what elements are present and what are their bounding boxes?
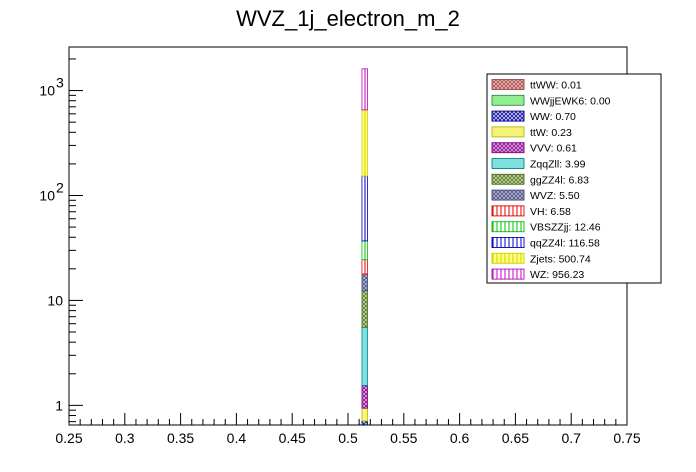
x-tick-label: 0.75	[613, 430, 640, 446]
legend-swatch-ww	[491, 110, 525, 122]
chart-title: WVZ_1j_electron_m_2	[236, 6, 460, 31]
y-tick-exponent: 2	[56, 179, 64, 195]
legend-entry-vh: VH: 6.58	[530, 206, 571, 218]
legend-swatch-wwjjewk6	[491, 94, 525, 106]
legend: ttWW: 0.01 WWjjEWK6: 0.00 WW: 0.70 ttW: 0.2…	[486, 73, 662, 284]
legend-swatch-vbszzjj	[491, 221, 525, 233]
bar-segment-vvv	[361, 384, 368, 409]
legend-swatch-wz	[491, 268, 525, 280]
bar-segment-vbszzjj	[361, 240, 368, 261]
stack-bars	[361, 68, 368, 426]
legend-entry-zqqzll: ZqqZll: 3.99	[530, 159, 586, 171]
legend-entry-zjets: Zjets: 500.74	[530, 253, 591, 265]
bar-segment-wz	[361, 68, 368, 111]
y-tick-label: 1	[55, 397, 63, 413]
legend-entry-ttww: ttWW: 0.01	[530, 80, 582, 92]
x-tick-label: 0.6	[450, 430, 470, 446]
legend-entry-ggzz4l: ggZZ4l: 6.83	[530, 174, 589, 186]
legend-entry-vvv: VVV: 0.61	[530, 143, 577, 155]
x-tick-label: 0.3	[115, 430, 135, 446]
legend-swatch-vvv	[491, 142, 525, 154]
bar-segment-vh	[361, 259, 368, 275]
legend-entry-ww: WW: 0.70	[530, 111, 576, 123]
bar-segment-zjets	[361, 109, 368, 177]
x-axis: 0.25 0.3 0.35 0.4 0.45 0.5 0.55 0.6 0.65 0.7 0.75	[55, 413, 641, 446]
legend-swatch-qqzz4l	[491, 237, 525, 248]
bar-segment-ttw	[361, 407, 368, 422]
bar-segment-zqqzll	[361, 326, 368, 386]
x-tick-label: 0.5	[338, 430, 358, 446]
x-tick-label: 0.65	[502, 430, 529, 446]
x-tick-label: 0.45	[279, 430, 306, 446]
legend-swatch-wvz	[491, 189, 525, 201]
legend-swatch-zjets	[491, 252, 525, 264]
x-tick-label: 0.25	[55, 430, 82, 446]
x-tick-label: 0.35	[167, 430, 194, 446]
y-tick-label: 10	[39, 187, 55, 203]
bar-segment-ggzz4l	[361, 290, 368, 328]
legend-swatch-ttww	[491, 79, 525, 90]
y-tick-exponent: 3	[56, 75, 64, 91]
legend-swatch-ttw	[491, 126, 525, 138]
bar-segment-wvz	[361, 273, 368, 292]
legend-swatch-vh	[491, 205, 525, 217]
x-tick-label: 0.55	[390, 430, 417, 446]
legend-swatch-ggzz4l	[491, 173, 525, 185]
legend-entry-wwjjewk6: WWjjEWK6: 0.00	[530, 95, 611, 107]
legend-entry-qqzz4l: qqZZ4l: 116.58	[530, 238, 600, 250]
y-tick-label: 10	[39, 83, 55, 99]
x-tick-label: 0.7	[561, 430, 581, 446]
legend-entry-ttw: ttW: 0.23	[530, 127, 572, 139]
x-tick-label: 0.4	[227, 430, 247, 446]
legend-entry-wvz: WVZ: 5.50	[530, 190, 580, 202]
y-tick-label: 10	[47, 292, 63, 308]
legend-entry-vbszzjj: VBSZZjj: 12.46	[530, 222, 601, 234]
legend-entry-wz: WZ: 956.23	[530, 269, 584, 281]
bar-segment-ww	[361, 420, 368, 426]
bar-segment-qqzz4l	[361, 175, 368, 242]
legend-swatch-zqqzll	[491, 158, 525, 169]
